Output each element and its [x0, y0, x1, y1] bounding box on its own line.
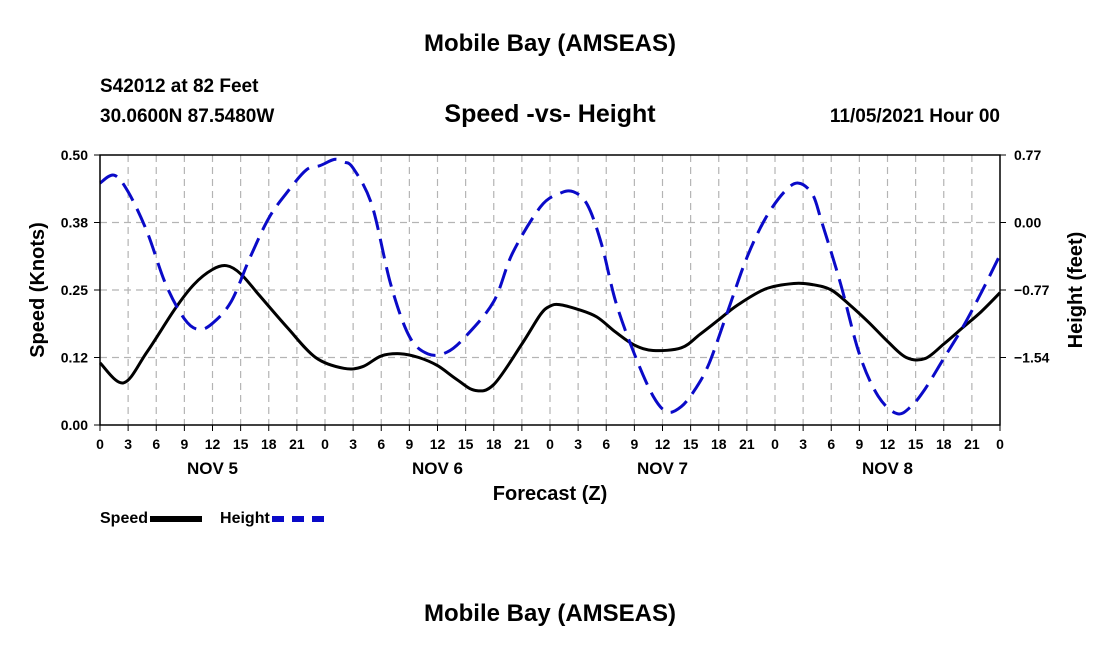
y-tick-label: 0.38 [61, 215, 88, 231]
x-tick-label: 18 [711, 436, 727, 452]
y-tick-label: 0.50 [61, 147, 88, 163]
x-tick-label: 12 [655, 436, 671, 452]
x-axis-title: Forecast (Z) [493, 483, 607, 505]
chart-main-title: Mobile Bay (AMSEAS) [423, 30, 677, 57]
x-tick-label: 12 [880, 436, 896, 452]
x-tick-label: 18 [486, 436, 502, 452]
grid-layer [100, 155, 1000, 425]
coordinates-label: 30.0600N 87.5480W [100, 106, 275, 127]
x-tick-label: 21 [289, 436, 305, 452]
legend-height-label: Height [220, 510, 270, 527]
series-layer [98, 157, 1002, 416]
x-tick-label: 12 [205, 436, 221, 452]
x-tick-label: 6 [152, 436, 160, 452]
y2-tick-label: −0.77 [1014, 282, 1050, 298]
y2-tick-label: 0.77 [1014, 147, 1041, 163]
x-tick-label: 6 [827, 436, 835, 452]
x-tick-label: 9 [180, 436, 188, 452]
x-tick-label: 9 [855, 436, 863, 452]
x-tick-label: 3 [574, 436, 582, 452]
x-tick-label: 15 [683, 436, 699, 452]
x-tick-label: 0 [321, 436, 329, 452]
footer-title: Mobile Bay (AMSEAS) [423, 600, 677, 627]
y-tick-label: 0.12 [61, 350, 88, 366]
series-line-height [99, 157, 1002, 416]
x-tick-label: 3 [799, 436, 807, 452]
legend-speed-label: Speed [100, 510, 149, 527]
y-tick-label: 0.25 [61, 282, 88, 298]
chart-legend: Speed Height [100, 510, 342, 528]
y2-tick-label: −1.54 [1014, 350, 1050, 366]
x-tick-label: 15 [233, 436, 249, 452]
x-tick-label: 18 [261, 436, 277, 452]
x-tick-label: 9 [630, 436, 638, 452]
x-day-label: NOV 5 [187, 459, 238, 478]
station-label: S42012 at 82 Feet [100, 76, 259, 97]
y2-tick-label: 0.00 [1014, 215, 1041, 231]
legend-height-swatch [271, 516, 324, 522]
x-tick-label: 3 [349, 436, 357, 452]
forecast-run-label: 11/05/2021 Hour 00 [829, 106, 1000, 127]
legend-speed-swatch [150, 516, 203, 522]
y-axis-title: Speed (Knots) [27, 222, 49, 358]
x-tick-label: 15 [458, 436, 474, 452]
x-tick-label: 21 [739, 436, 755, 452]
x-tick-label: 3 [124, 436, 132, 452]
x-tick-label: 21 [514, 436, 530, 452]
x-day-label: NOV 8 [862, 459, 913, 478]
x-tick-label: 12 [430, 436, 446, 452]
x-day-label: NOV 7 [637, 459, 688, 478]
axis-layer: 0 3 6 9 12 15 18 21 0 3 6 9 12 15 18 21 0 3 6 9 12 15 18 21 0 3 6 9… [61, 147, 1050, 478]
chart-subtitle: Speed -vs- Height [444, 100, 656, 128]
series-line-speed [98, 264, 1002, 393]
x-tick-label: 0 [546, 436, 554, 452]
x-day-label: NOV 6 [412, 459, 463, 478]
x-tick-label: 0 [771, 436, 779, 452]
x-tick-label: 21 [964, 436, 980, 452]
x-tick-label: 9 [405, 436, 413, 452]
y2-axis-title: Height (feet) [1065, 232, 1087, 349]
x-tick-label: 0 [996, 436, 1004, 452]
x-tick-label: 15 [908, 436, 924, 452]
x-tick-label: 6 [602, 436, 610, 452]
x-tick-label: 18 [936, 436, 952, 452]
x-tick-label: 6 [377, 436, 385, 452]
y-tick-label: 0.00 [61, 417, 88, 433]
x-tick-label: 0 [96, 436, 104, 452]
